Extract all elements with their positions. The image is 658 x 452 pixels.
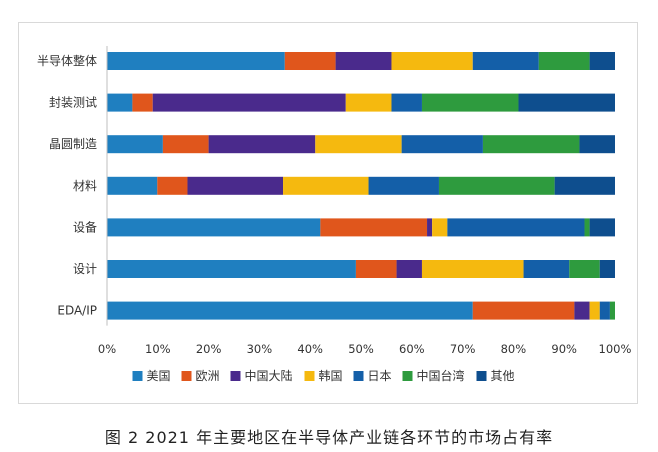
bar-segment xyxy=(421,93,519,112)
y-tick-label: EDA/IP xyxy=(57,304,97,318)
x-tick-label: 90% xyxy=(551,342,577,356)
bar-segment xyxy=(574,301,590,320)
bar-segment xyxy=(107,301,473,320)
legend-swatch xyxy=(353,371,364,381)
bar-segment xyxy=(584,218,590,237)
x-tick-label: 60% xyxy=(399,342,425,356)
bar-segment xyxy=(554,176,615,195)
legend-label: 日本 xyxy=(368,369,392,383)
bar-segment xyxy=(284,52,336,70)
bar-segment xyxy=(391,52,473,70)
y-tick-label: 设备 xyxy=(73,220,97,234)
legend-label: 中国大陆 xyxy=(245,368,293,383)
legend-swatch xyxy=(230,371,241,381)
bar-segment xyxy=(396,260,422,278)
bar-segment xyxy=(107,260,356,278)
bar-segment xyxy=(438,176,555,195)
y-tick-label: 设计 xyxy=(73,262,97,276)
bar-segment xyxy=(391,93,422,112)
legend-swatch xyxy=(476,371,487,381)
legend-swatch xyxy=(132,371,143,381)
bar-segment xyxy=(401,135,483,154)
bar-segment xyxy=(599,301,610,320)
legend-swatch xyxy=(402,371,413,381)
bar-segment xyxy=(579,135,615,154)
x-tick-label: 10% xyxy=(145,342,171,356)
bar-segment xyxy=(482,135,580,154)
bar-segment xyxy=(609,301,615,320)
legend-label: 欧洲 xyxy=(196,369,220,383)
bar-segment xyxy=(368,176,439,195)
x-tick-label: 70% xyxy=(450,342,476,356)
bar-segment xyxy=(107,176,158,195)
legend-swatch xyxy=(181,371,192,381)
bar-segment xyxy=(107,93,133,112)
bar-segment xyxy=(427,218,433,237)
x-tick-label: 80% xyxy=(501,342,527,356)
chart-frame: 半导体整体封装测试晶圆制造材料设备设计 EDA/IP 0% 10% 20% 30% 40% 5… xyxy=(18,22,638,404)
bar-segment xyxy=(187,176,284,195)
bar-segment xyxy=(589,301,600,320)
bar-segment xyxy=(345,93,392,112)
bar-segment xyxy=(152,93,346,112)
bar-segment xyxy=(599,260,615,278)
bar-segment xyxy=(107,52,285,70)
y-tick-label: 封装测试 xyxy=(49,95,97,110)
legend-label: 中国台湾 xyxy=(417,368,465,383)
legend-label: 其他 xyxy=(491,369,515,383)
bar-segment xyxy=(208,135,316,154)
legend-label: 韩国 xyxy=(319,368,343,383)
x-tick-label: 100% xyxy=(599,342,632,356)
bar-segment xyxy=(157,176,188,195)
bar-segment xyxy=(589,218,615,237)
bar-segment xyxy=(589,52,615,70)
x-tick-label: 50% xyxy=(348,342,374,356)
bar-segment xyxy=(432,218,448,237)
bar-segment xyxy=(569,260,600,278)
bar-segment xyxy=(283,176,369,195)
bar-segment xyxy=(421,260,524,278)
bar-segment xyxy=(315,135,402,154)
x-tick-label: 30% xyxy=(247,342,273,356)
bar-segment xyxy=(107,218,321,237)
bar-segment xyxy=(335,52,392,70)
bar-segment xyxy=(472,301,575,320)
x-tick-label: 0% xyxy=(98,342,116,356)
legend-label: 美国 xyxy=(147,369,171,383)
bar-segment xyxy=(538,52,590,70)
bar-segment xyxy=(320,218,428,237)
bar-segment xyxy=(472,52,539,70)
x-tick-label: 40% xyxy=(297,342,323,356)
y-tick-label: 材料 xyxy=(73,179,97,193)
bar-segment xyxy=(162,135,209,154)
bar-segment xyxy=(523,260,570,278)
y-tick-label: 晶圆制造 xyxy=(49,137,97,151)
bar-segment xyxy=(447,218,585,237)
bar-segment xyxy=(107,135,163,154)
bar-segment xyxy=(518,93,615,112)
figure-caption: 图 2 2021 年主要地区在半导体产业链各环节的市场占有率 xyxy=(104,428,554,447)
legend-swatch xyxy=(304,371,315,381)
y-tick-label: 半导体整体 xyxy=(37,53,97,68)
x-tick-label: 20% xyxy=(196,342,222,356)
bar-segment xyxy=(132,93,153,112)
bar-segment xyxy=(355,260,397,278)
